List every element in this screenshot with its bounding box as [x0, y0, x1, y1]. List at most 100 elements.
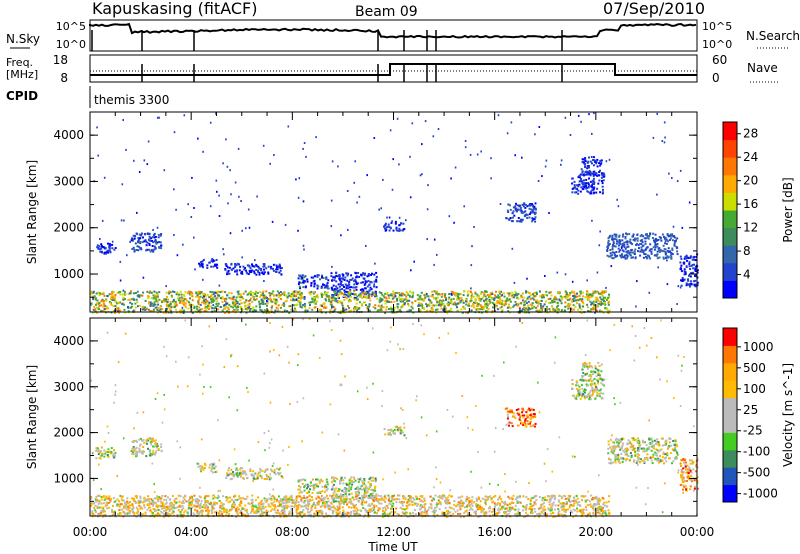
power-cell [539, 290, 541, 293]
power-cell [339, 312, 342, 314]
power-cell [293, 295, 295, 298]
power-cell [402, 292, 405, 295]
velocity-cell [692, 461, 695, 464]
power-cell [223, 297, 226, 300]
power-cell [260, 309, 263, 312]
power-cell [601, 182, 604, 185]
velocity-cell [673, 447, 676, 449]
power-cell [566, 296, 569, 299]
power-cell [470, 296, 473, 299]
power-cell [586, 295, 589, 298]
power-cell [433, 304, 436, 307]
power-cell [278, 271, 281, 274]
power-cell [140, 248, 143, 251]
power-cell [616, 240, 619, 243]
nsky-tick-top: 10^5 [56, 20, 86, 33]
velocity-cell [357, 478, 360, 480]
power-cell [602, 172, 605, 175]
velocity-cell [318, 482, 321, 485]
power-cell [681, 278, 684, 281]
power-cell [483, 290, 486, 293]
velocity-cell [132, 505, 134, 508]
velocity-cell [394, 425, 397, 428]
velocity-cell [589, 394, 592, 397]
power-cell [607, 244, 610, 247]
power-cell [404, 301, 406, 304]
power-cell [683, 273, 686, 276]
power-cell [558, 299, 561, 302]
power-cell [379, 309, 381, 312]
velocity-cell [145, 455, 148, 458]
velocity-cell [349, 488, 352, 491]
power-cell [645, 255, 648, 258]
power-cell [630, 256, 633, 259]
power-cell [617, 244, 620, 247]
power-cell [625, 253, 628, 256]
velocity-cell [656, 449, 659, 451]
velocity-cell [357, 488, 360, 491]
power-cell [441, 293, 444, 295]
power-cell [173, 291, 176, 293]
power-cell [626, 257, 628, 260]
power-cell [529, 293, 532, 296]
velocity-cell [614, 447, 617, 450]
power-cell [208, 261, 211, 264]
power-cell [398, 216, 401, 219]
velocity-cell [652, 447, 655, 450]
velocity-cell [694, 470, 697, 473]
velocity-cell [664, 453, 667, 456]
power-cell [510, 121, 513, 124]
power-cell [248, 269, 251, 272]
power-cell [201, 265, 204, 268]
power-cell [139, 242, 142, 245]
velocity-cell [335, 487, 338, 490]
power-cell [535, 208, 537, 211]
velocity-cell [613, 449, 616, 452]
power-cell [590, 295, 593, 298]
power-cell [632, 233, 635, 236]
power-cell [276, 268, 279, 271]
power-cell [326, 287, 329, 290]
power-cell [184, 291, 187, 294]
power-cell [426, 238, 428, 241]
velocity-cell [665, 460, 668, 463]
power-cell [304, 309, 307, 312]
velocity-cell [95, 446, 98, 449]
power-cell [530, 208, 533, 211]
velocity-cell [491, 514, 494, 517]
velocity-cell [229, 478, 232, 481]
power-cell [432, 135, 435, 138]
velocity-cell [595, 389, 598, 392]
velocity-cell [582, 375, 585, 378]
velocity-cell [215, 470, 218, 473]
power-cell [124, 298, 126, 301]
power-cell [580, 120, 582, 123]
velocity-cell [508, 424, 510, 427]
velocity-cell [586, 372, 589, 375]
power-cell [262, 265, 265, 268]
power-cell [514, 294, 517, 297]
power-cell [521, 218, 524, 221]
power-cell [166, 310, 169, 313]
power-cell [391, 188, 394, 191]
power-cell [468, 304, 470, 307]
power-cell [383, 225, 385, 228]
power-cell [348, 298, 351, 301]
power-cell [508, 292, 511, 295]
power-cell [424, 120, 427, 123]
power-cell [535, 291, 538, 294]
velocity-cell [357, 490, 360, 493]
power-cell [586, 306, 589, 309]
velocity-cell [336, 478, 339, 481]
power-cell [180, 296, 183, 299]
freq-panel-frame [89, 54, 698, 83]
power-cell [374, 293, 377, 296]
power-cell [434, 297, 437, 300]
velocity-cell [448, 506, 451, 509]
velocity-cell [326, 483, 329, 486]
power-cell [524, 300, 527, 303]
power-cell [581, 188, 584, 191]
velocity-cell [615, 441, 618, 444]
power-cell [173, 306, 176, 309]
power-cell [112, 310, 115, 313]
